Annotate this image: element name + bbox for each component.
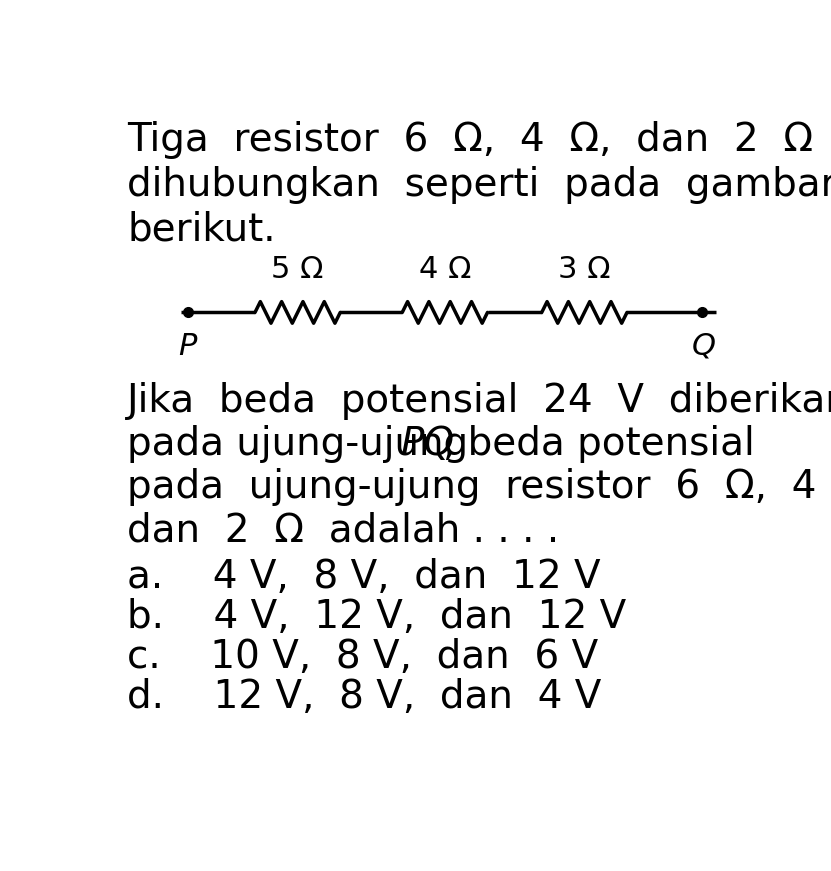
Text: PQ: PQ [401, 425, 455, 463]
Text: Q: Q [691, 332, 715, 361]
Text: 4 Ω: 4 Ω [419, 254, 471, 284]
Text: berikut.: berikut. [127, 211, 276, 249]
Text: d.    12 V,  8 V,  dan  4 V: d. 12 V, 8 V, dan 4 V [127, 679, 602, 716]
Text: a.    4 V,  8 V,  dan  12 V: a. 4 V, 8 V, dan 12 V [127, 558, 601, 596]
Text: , beda potensial: , beda potensial [443, 425, 755, 463]
Text: pada ujung-ujung: pada ujung-ujung [127, 425, 480, 463]
Text: pada  ujung-ujung  resistor  6  Ω,  4  Ω,: pada ujung-ujung resistor 6 Ω, 4 Ω, [127, 468, 831, 506]
Text: c.    10 V,  8 V,  dan  6 V: c. 10 V, 8 V, dan 6 V [127, 638, 598, 676]
Text: Jika  beda  potensial  24  V  diberikan: Jika beda potensial 24 V diberikan [127, 381, 831, 420]
Text: P: P [179, 332, 197, 361]
Text: dihubungkan  seperti  pada  gambar: dihubungkan seperti pada gambar [127, 166, 831, 204]
Text: 3 Ω: 3 Ω [558, 254, 611, 284]
Text: Tiga  resistor  6  Ω,  4  Ω,  dan  2  Ω: Tiga resistor 6 Ω, 4 Ω, dan 2 Ω [127, 121, 814, 159]
Text: 5 Ω: 5 Ω [272, 254, 324, 284]
Text: dan  2  Ω  adalah . . . .: dan 2 Ω adalah . . . . [127, 511, 559, 549]
Text: b.    4 V,  12 V,  dan  12 V: b. 4 V, 12 V, dan 12 V [127, 598, 627, 636]
